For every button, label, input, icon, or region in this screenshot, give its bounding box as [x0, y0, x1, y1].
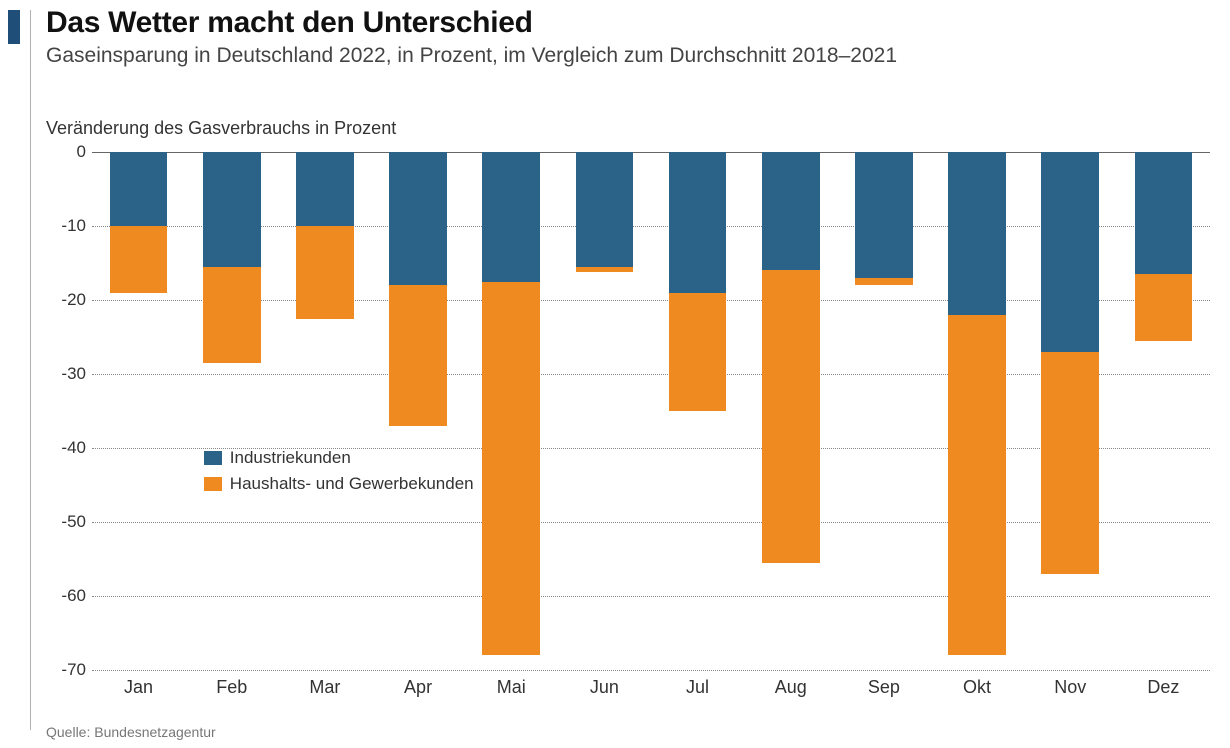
- x-tick-label: Jul: [669, 677, 727, 698]
- bar-segment: [203, 152, 261, 267]
- source-label: Quelle: Bundesnetzagentur: [46, 724, 216, 740]
- x-tick-label: Aug: [762, 677, 820, 698]
- bar-segment: [389, 285, 447, 426]
- plot-area: 0-10-20-30-40-50-60-70 JanFebMarAprMaiJu…: [92, 152, 1210, 670]
- y-tick-label: -20: [46, 290, 86, 310]
- x-tick-label: Apr: [389, 677, 447, 698]
- legend-label: Haushalts- und Gewerbekunden: [230, 474, 474, 494]
- bar-segment: [1135, 152, 1193, 274]
- y-tick-label: -50: [46, 512, 86, 532]
- bar-segment: [110, 152, 168, 226]
- y-tick-label: -40: [46, 438, 86, 458]
- bar-segment: [669, 152, 727, 293]
- bar-segment: [482, 152, 540, 282]
- bar-group: Mai: [482, 152, 540, 670]
- legend-item: Haushalts- und Gewerbekunden: [204, 474, 474, 494]
- chart-area: 0-10-20-30-40-50-60-70 JanFebMarAprMaiJu…: [46, 152, 1210, 700]
- y-axis-label: Veränderung des Gasverbrauchs in Prozent: [46, 118, 396, 139]
- legend-label: Industriekunden: [230, 448, 351, 468]
- bar-segment: [576, 267, 634, 272]
- y-tick-label: -70: [46, 660, 86, 680]
- page-root: Das Wetter macht den Unterschied Gaseins…: [0, 0, 1230, 748]
- bar-group: Jan: [110, 152, 168, 670]
- bar-group: Feb: [203, 152, 261, 670]
- x-tick-label: Nov: [1041, 677, 1099, 698]
- bar-segment: [110, 226, 168, 293]
- bar-segment: [669, 293, 727, 411]
- y-tick-label: -30: [46, 364, 86, 384]
- x-tick-label: Sep: [855, 677, 913, 698]
- bar-group: Jul: [669, 152, 727, 670]
- bars-container: Jan Feb Mar Apr Mai Jun Jul Aug Sep Okt Nov Dez: [92, 152, 1210, 670]
- bar-segment: [855, 152, 913, 278]
- bar-segment: [1041, 352, 1099, 574]
- bar-segment: [576, 152, 634, 267]
- x-tick-label: Mai: [482, 677, 540, 698]
- bar-segment: [1135, 274, 1193, 341]
- legend-item: Industriekunden: [204, 448, 474, 468]
- bar-group: Apr: [389, 152, 447, 670]
- bar-segment: [482, 282, 540, 656]
- bar-segment: [296, 152, 354, 226]
- y-tick-label: 0: [46, 142, 86, 162]
- y-tick-label: -60: [46, 586, 86, 606]
- accent-bar: [8, 10, 20, 44]
- bar-group: Okt: [948, 152, 1006, 670]
- bar-group: Nov: [1041, 152, 1099, 670]
- bar-segment: [855, 278, 913, 285]
- bar-group: Sep: [855, 152, 913, 670]
- legend: Industriekunden Haushalts- und Gewerbekun…: [204, 448, 474, 500]
- bar-segment: [762, 152, 820, 270]
- legend-swatch: [204, 451, 222, 465]
- header: Das Wetter macht den Unterschied Gaseins…: [46, 6, 1210, 68]
- gridline: [92, 670, 1210, 671]
- bar-group: Jun: [576, 152, 634, 670]
- bar-segment: [948, 152, 1006, 315]
- x-tick-label: Jan: [110, 677, 168, 698]
- legend-swatch: [204, 477, 222, 491]
- bar-segment: [948, 315, 1006, 655]
- x-tick-label: Feb: [203, 677, 261, 698]
- x-tick-label: Okt: [948, 677, 1006, 698]
- bar-group: Dez: [1135, 152, 1193, 670]
- bar-segment: [389, 152, 447, 285]
- chart-subtitle: Gaseinsparung in Deutschland 2022, in Pr…: [46, 44, 1210, 68]
- x-tick-label: Dez: [1135, 677, 1193, 698]
- x-tick-label: Jun: [576, 677, 634, 698]
- bar-segment: [762, 270, 820, 562]
- bar-group: Aug: [762, 152, 820, 670]
- bar-group: Mar: [296, 152, 354, 670]
- bar-segment: [203, 267, 261, 363]
- bar-segment: [1041, 152, 1099, 352]
- chart-title: Das Wetter macht den Unterschied: [46, 6, 1210, 40]
- x-tick-label: Mar: [296, 677, 354, 698]
- bar-segment: [296, 226, 354, 319]
- y-tick-label: -10: [46, 216, 86, 236]
- vertical-rule: [30, 10, 31, 730]
